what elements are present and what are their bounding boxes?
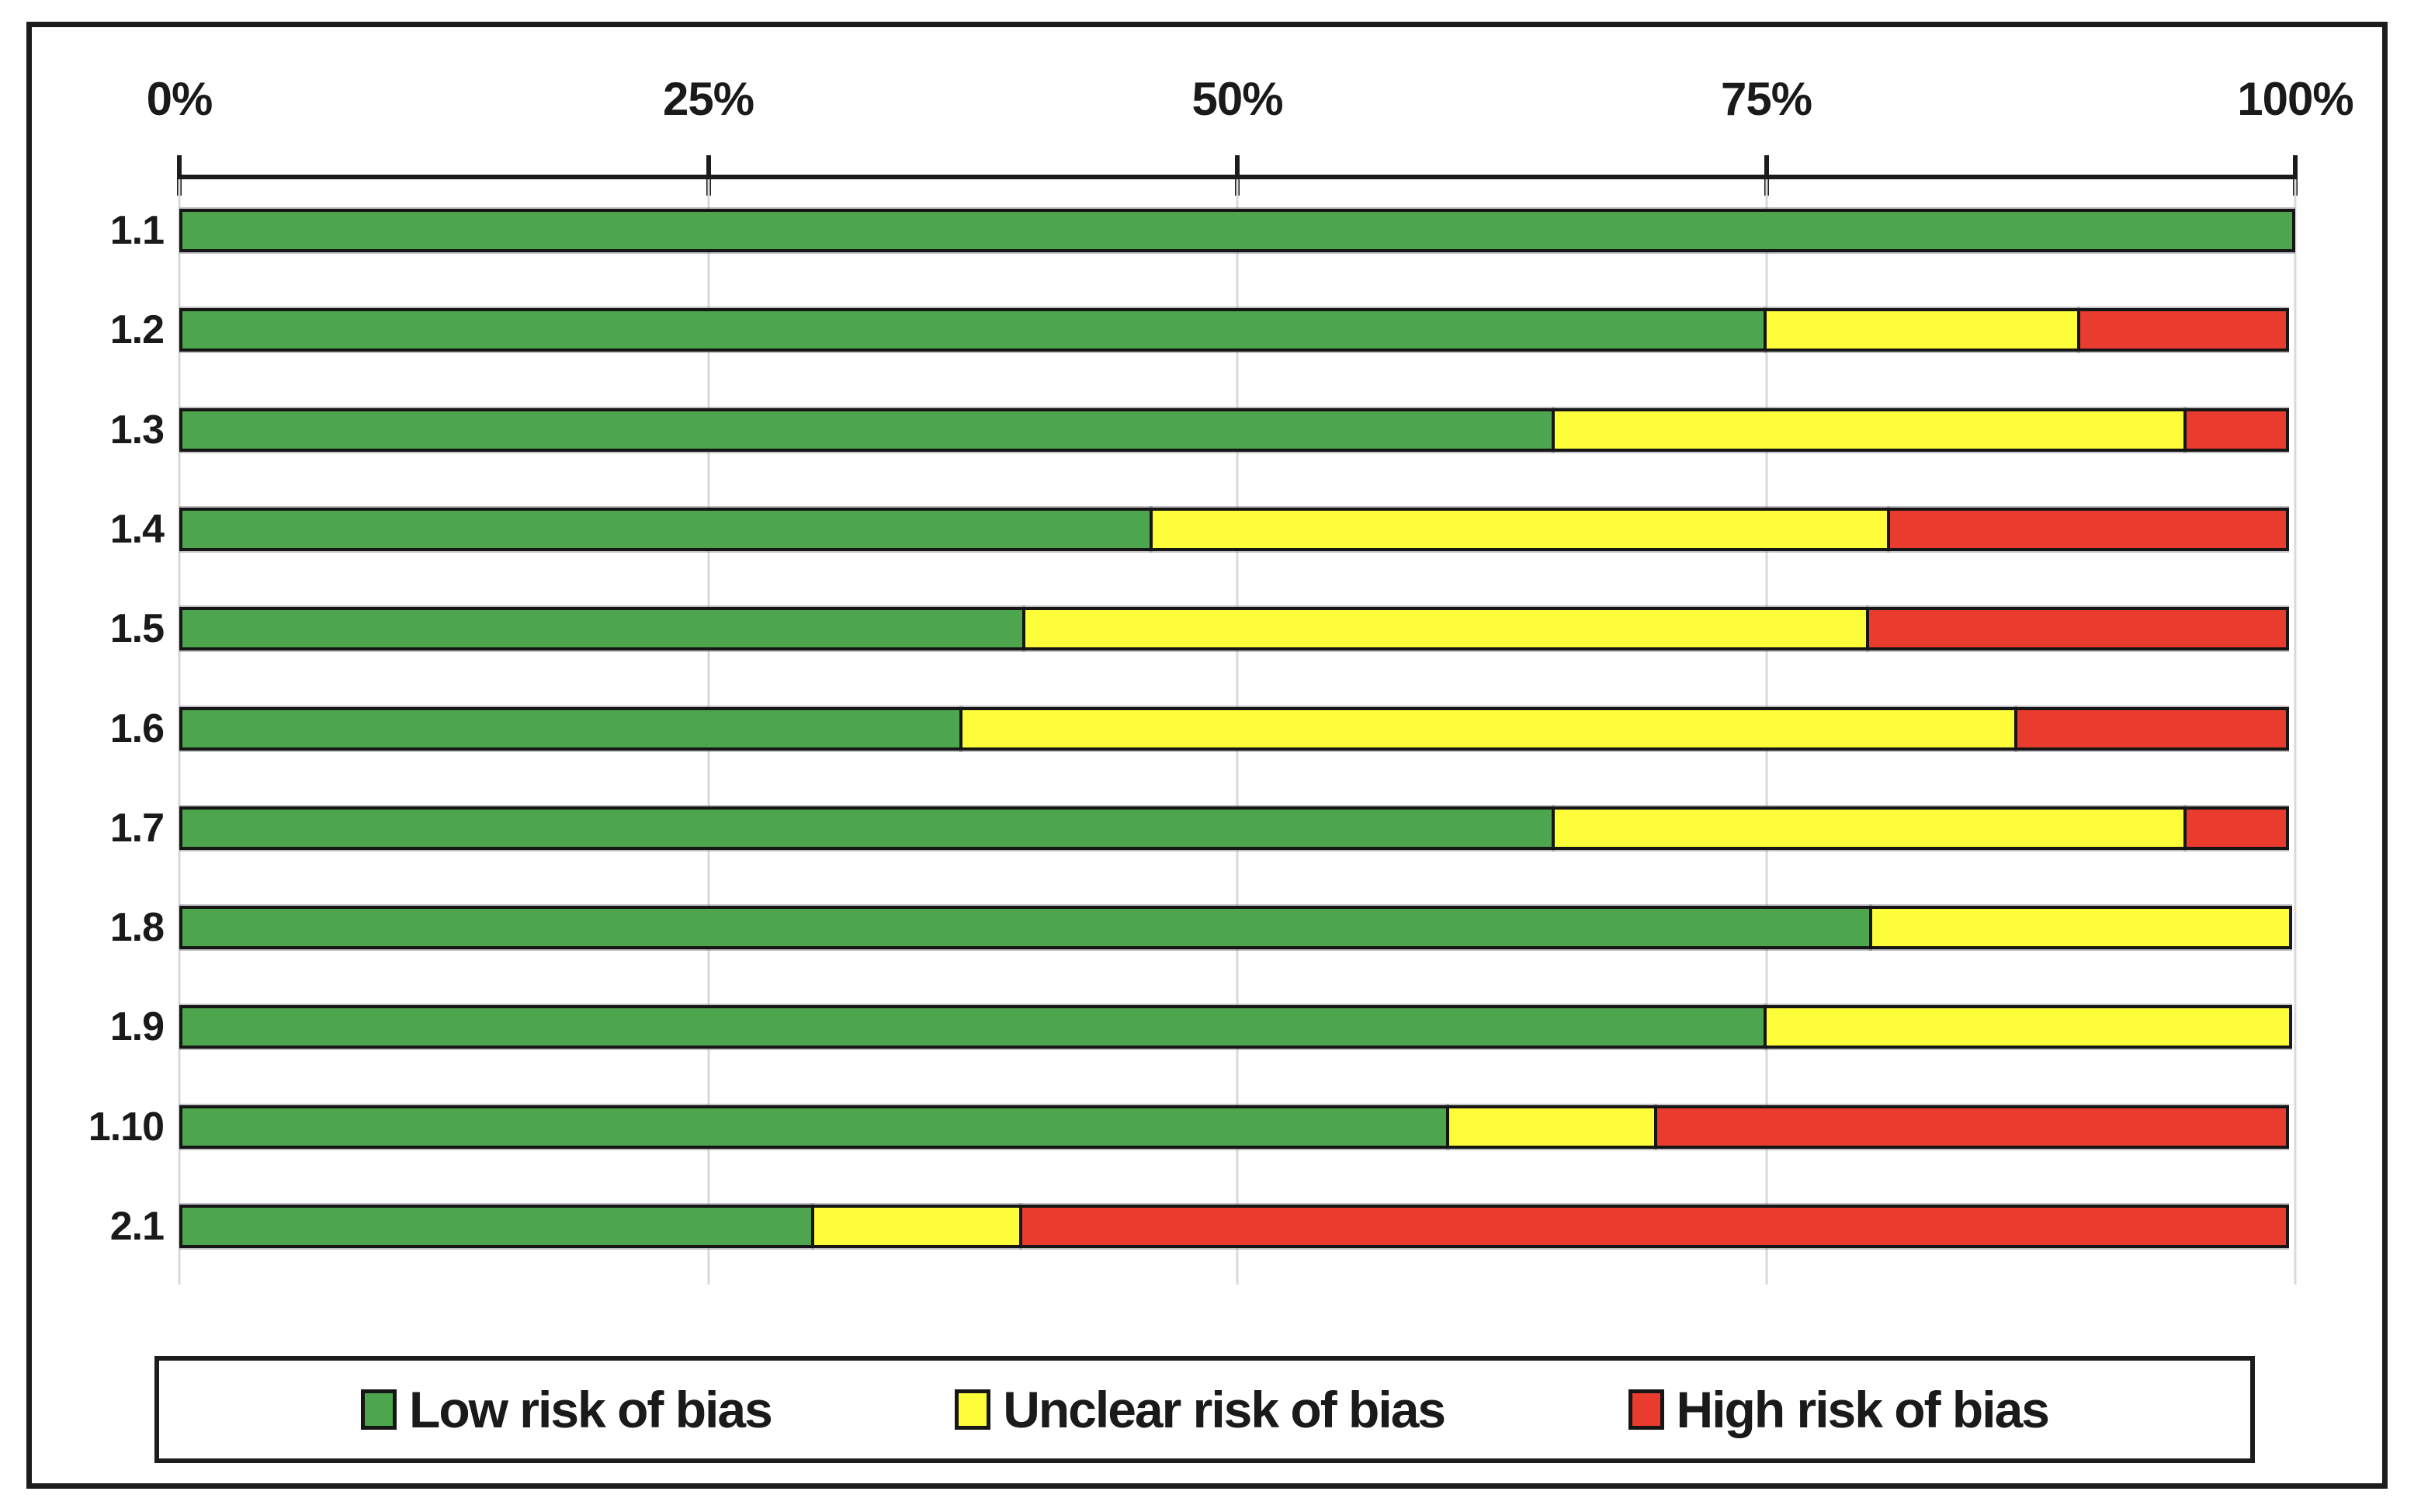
bar-1.10-segment-unclear [1445,1105,1658,1149]
bar-1.3-segment-low [179,407,1555,452]
x-axis-tick-75 [1764,155,1769,196]
bar-1.3-segment-high [2183,407,2289,452]
bar-1.9 [179,1005,2295,1049]
bar-1.5 [179,607,2295,651]
bar-1.8-segment-low [179,906,1872,950]
row-label-1.5: 1.5 [109,606,165,652]
bar-1.2-segment-unclear [1763,308,2081,352]
bar-1.5-segment-high [1865,607,2289,651]
bar-1.7 [179,806,2295,850]
bar-1.6 [179,706,2295,751]
legend-item-low: Low risk of bias [361,1380,773,1439]
bar-1.2-segment-low [179,308,1767,352]
bar-1.4-segment-unclear [1149,507,1891,551]
bar-1.6-segment-high [2013,706,2289,751]
bar-1.1 [179,209,2295,252]
bar-1.2 [179,308,2295,352]
legend-item-unclear: Unclear risk of bias [955,1380,1446,1439]
row-label-1.1: 1.1 [109,208,165,253]
bar-1.4-segment-high [1887,507,2289,551]
row-label-1.2: 1.2 [109,307,165,353]
bar-1.7-segment-low [179,806,1555,850]
row-label-1.6: 1.6 [109,706,165,751]
row-label-1.4: 1.4 [109,506,165,552]
legend-label: High risk of bias [1676,1381,2050,1438]
legend-label: Unclear risk of bias [1003,1381,1446,1438]
legend-swatch-low-icon [361,1389,397,1430]
x-axis-tick-label-0: 0% [146,73,213,125]
x-axis-tick-0 [177,155,182,196]
bar-1.7-segment-high [2183,806,2289,850]
bar-1.3-segment-unclear [1551,407,2187,452]
bar-1.1-segment-low [179,209,2295,252]
legend-item-high: High risk of bias [1628,1380,2050,1439]
bar-1.9-segment-unclear [1763,1005,2292,1049]
bar-1.4 [179,507,2295,551]
row-label-1.9: 1.9 [109,1004,165,1050]
row-label-2.1: 2.1 [109,1204,165,1249]
bar-1.4-segment-low [179,507,1153,551]
x-axis-tick-25 [706,155,711,196]
bar-1.2-segment-high [2077,308,2289,352]
bar-1.9-segment-low [179,1005,1767,1049]
x-axis-tick-label-50: 50% [1191,73,1283,125]
bar-1.6-segment-low [179,706,962,751]
bar-2.1-segment-unclear [810,1205,1023,1248]
x-axis-tick-50 [1235,155,1240,196]
bar-2.1-segment-high [1019,1205,2289,1248]
row-label-1.8: 1.8 [109,905,165,951]
bar-1.5-segment-unclear [1022,607,1869,651]
bar-2.1 [179,1205,2295,1248]
x-axis-tick-100 [2293,155,2298,196]
bar-1.6-segment-unclear [959,706,2017,751]
legend-swatch-unclear-icon [955,1389,991,1430]
bar-1.10-segment-low [179,1105,1449,1149]
x-axis-tick-label-75: 75% [1720,73,1812,125]
bar-1.8-segment-unclear [1868,906,2292,950]
bar-2.1-segment-low [179,1205,814,1248]
gridline-100 [2294,179,2297,1285]
bar-1.3 [179,407,2295,452]
row-label-1.3: 1.3 [109,407,165,453]
bar-1.10 [179,1105,2295,1149]
legend-swatch-high-icon [1628,1389,1664,1430]
x-axis-tick-label-25: 25% [662,73,754,125]
legend-box: Low risk of bias Unclear risk of bias High… [154,1356,2255,1463]
figure-frame: 0% 25% 50% 75% 100% 1.1 1.2 1.3 1.4 1.5 1.6 1.7 1.8… [26,22,2388,1489]
bar-1.5-segment-low [179,607,1026,651]
row-label-1.10: 1.10 [88,1104,165,1150]
bar-1.10-segment-high [1654,1105,2289,1149]
x-axis-tick-label-100: 100% [2237,73,2353,125]
legend-label: Low risk of bias [409,1381,773,1438]
bar-1.8 [179,906,2295,950]
row-label-1.7: 1.7 [109,805,165,851]
bar-1.7-segment-unclear [1551,806,2187,850]
